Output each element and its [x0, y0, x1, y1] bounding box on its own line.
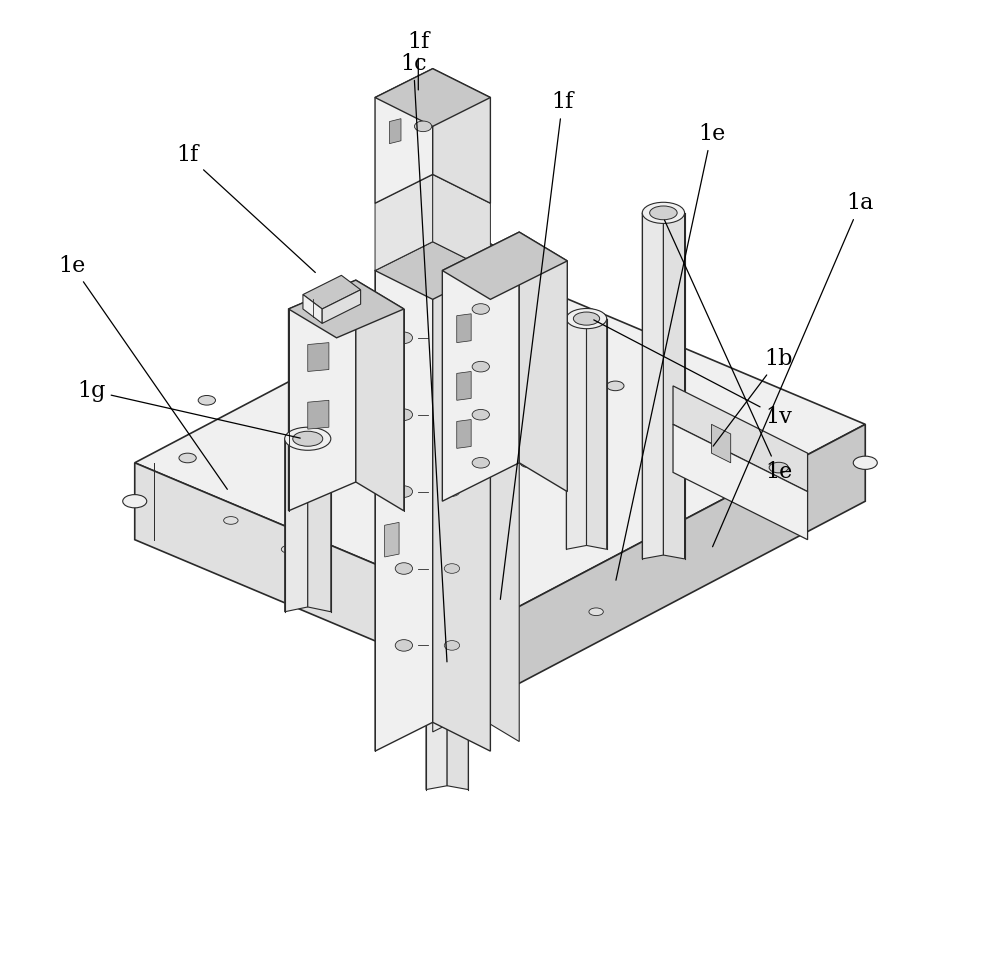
Polygon shape [457, 314, 471, 342]
Polygon shape [303, 276, 361, 309]
Ellipse shape [573, 312, 600, 325]
Ellipse shape [769, 463, 788, 473]
Text: 1f: 1f [407, 31, 429, 90]
Ellipse shape [281, 546, 296, 553]
Text: 1f: 1f [176, 145, 315, 273]
Ellipse shape [198, 395, 215, 405]
Polygon shape [442, 232, 567, 300]
Polygon shape [303, 295, 322, 323]
Polygon shape [433, 232, 519, 281]
Ellipse shape [491, 419, 509, 429]
Ellipse shape [224, 517, 238, 524]
Ellipse shape [397, 594, 411, 602]
Ellipse shape [414, 309, 432, 318]
Polygon shape [433, 242, 490, 751]
Polygon shape [711, 424, 731, 463]
Polygon shape [457, 371, 471, 400]
Text: 1e: 1e [616, 123, 725, 580]
Polygon shape [308, 400, 329, 429]
Ellipse shape [293, 431, 323, 446]
Ellipse shape [650, 206, 677, 220]
Text: 1f: 1f [500, 92, 574, 600]
Ellipse shape [589, 608, 603, 616]
Polygon shape [375, 242, 490, 300]
Polygon shape [457, 419, 471, 448]
Ellipse shape [732, 439, 749, 448]
Polygon shape [375, 68, 433, 203]
Polygon shape [385, 368, 399, 403]
Polygon shape [356, 281, 404, 511]
Polygon shape [375, 174, 433, 271]
Text: 1b: 1b [713, 348, 793, 446]
Ellipse shape [853, 456, 877, 469]
Ellipse shape [472, 362, 489, 372]
Polygon shape [642, 210, 663, 559]
Polygon shape [389, 119, 401, 144]
Ellipse shape [395, 640, 413, 651]
Ellipse shape [395, 563, 413, 575]
Text: 1a: 1a [713, 192, 874, 547]
Polygon shape [426, 604, 447, 790]
Text: 1c: 1c [400, 53, 447, 662]
Polygon shape [673, 424, 808, 540]
Polygon shape [566, 315, 587, 549]
Ellipse shape [566, 308, 607, 329]
Text: 1g: 1g [77, 380, 300, 438]
Polygon shape [587, 315, 607, 549]
Ellipse shape [123, 495, 147, 508]
Ellipse shape [664, 400, 682, 410]
Polygon shape [433, 174, 490, 271]
Ellipse shape [444, 333, 460, 342]
Polygon shape [663, 210, 685, 559]
Ellipse shape [426, 597, 468, 618]
Polygon shape [385, 522, 399, 557]
Ellipse shape [414, 121, 432, 132]
Ellipse shape [395, 409, 413, 420]
Polygon shape [289, 281, 404, 337]
Polygon shape [135, 271, 865, 617]
Polygon shape [519, 232, 567, 492]
Polygon shape [447, 604, 468, 790]
Ellipse shape [444, 641, 460, 650]
Polygon shape [308, 342, 329, 371]
Ellipse shape [493, 637, 507, 645]
Ellipse shape [520, 458, 537, 468]
Polygon shape [471, 232, 519, 741]
Polygon shape [433, 68, 490, 203]
Polygon shape [135, 463, 500, 693]
Ellipse shape [395, 486, 413, 497]
Ellipse shape [179, 453, 196, 463]
Ellipse shape [444, 487, 460, 496]
Polygon shape [375, 242, 433, 751]
Text: 1v: 1v [594, 320, 792, 428]
Text: 1e: 1e [665, 220, 792, 483]
Polygon shape [673, 386, 808, 492]
Ellipse shape [472, 304, 489, 314]
Ellipse shape [285, 427, 331, 450]
Polygon shape [322, 290, 361, 323]
Ellipse shape [607, 381, 624, 390]
Polygon shape [385, 445, 399, 480]
Ellipse shape [472, 410, 489, 420]
Ellipse shape [444, 410, 460, 419]
Ellipse shape [780, 458, 797, 468]
Polygon shape [500, 424, 865, 693]
Polygon shape [285, 434, 308, 612]
Text: 1e: 1e [59, 254, 227, 490]
Polygon shape [433, 232, 471, 732]
Polygon shape [375, 68, 490, 126]
Polygon shape [289, 281, 356, 511]
Ellipse shape [444, 564, 460, 574]
Ellipse shape [376, 328, 393, 337]
Polygon shape [442, 232, 519, 501]
Ellipse shape [395, 332, 413, 343]
Ellipse shape [642, 202, 685, 224]
Ellipse shape [472, 458, 489, 469]
Ellipse shape [488, 668, 512, 681]
Polygon shape [308, 434, 331, 612]
